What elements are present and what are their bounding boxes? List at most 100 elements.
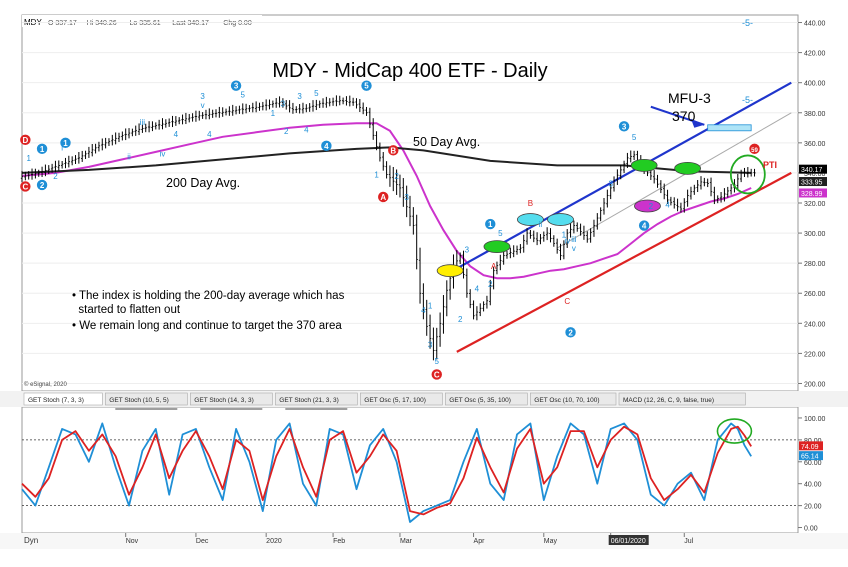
highlight-ellipse	[674, 162, 702, 175]
wave-label-red: C	[564, 297, 570, 306]
wave-label: 2	[649, 202, 654, 211]
wave-circle-label: B	[390, 146, 396, 155]
wave-circle-label: 2	[568, 328, 573, 337]
mfu-label: MFU-3	[668, 90, 711, 106]
copyright: © eSignal, 2020	[24, 381, 67, 388]
wave-circle	[230, 80, 242, 91]
wave-label: 2	[488, 280, 493, 289]
highlight-ellipse	[547, 213, 574, 226]
indicator-tabs: GET Stoch (7, 3, 3) GET Stoch (10, 5, 5) G…	[23, 392, 746, 410]
two-hundred-day-label: 200 Day Avg.	[166, 176, 240, 190]
y-tick-label: 280.00	[804, 261, 826, 268]
wave-label: 3	[404, 193, 409, 202]
wave-circle-label: A	[380, 193, 386, 202]
indicator-tab-bg	[618, 392, 746, 406]
osc-highlight-circle	[716, 418, 753, 444]
highlight-ellipse	[517, 213, 544, 226]
fifty-day-label: 50 Day Avg.	[413, 135, 480, 149]
ohlc-hi: Hi 340.26	[87, 20, 117, 27]
indicator-tab[interactable]: MACD (12, 26, C, 9, false, true)	[618, 392, 746, 406]
wave-label: 3	[297, 92, 302, 101]
ohlc-last: Last 340.17	[172, 20, 209, 27]
wave-circle-label: C	[22, 182, 28, 191]
wave-label: 3	[608, 179, 613, 188]
indicator-tab[interactable]: GET Stoch (10, 5, 5)	[105, 392, 188, 410]
wave-circle	[60, 137, 71, 149]
wave-label: 3	[281, 100, 286, 109]
wave-label: 2	[394, 172, 399, 181]
indicator-tab-label: GET Osc (5, 17, 100)	[364, 397, 426, 404]
wave-circle	[431, 369, 442, 380]
series-50-day-avg-	[21, 122, 752, 280]
wave-label: 5	[314, 89, 319, 98]
price-tag: 340.17	[801, 167, 823, 174]
target-arrow-head	[690, 118, 705, 128]
osc-value-tag-bg	[799, 441, 823, 451]
indicator-tab-bg	[23, 392, 103, 406]
wave-circle-label: 4	[324, 142, 329, 151]
x-tick-label: 2020	[266, 538, 282, 545]
wave-label: 5	[632, 133, 637, 142]
y-tick-label: 340.00	[804, 171, 826, 178]
wave-circle-label: D	[22, 136, 28, 145]
wave-circle-label: 3	[622, 122, 627, 131]
wave-label-red: B	[528, 199, 533, 208]
wave-label: 4	[421, 306, 426, 315]
wave-circle	[321, 140, 332, 152]
wave-circle-label: 5	[364, 82, 369, 91]
wave-label: ii	[539, 220, 543, 229]
wave-label: 2	[284, 127, 289, 136]
indicator-tab[interactable]: GET Osc (5, 17, 100)	[359, 392, 443, 406]
wave-label-red: A	[491, 262, 497, 271]
osc-y-tick-label: 0.00	[804, 526, 818, 533]
price-axis: 200.00 220.00 240.00 260.00 280.00 300.00 320.…	[798, 21, 827, 388]
indicator-tab[interactable]: GET Stoch (7, 3, 3)	[23, 392, 103, 406]
bullet-1: • The index is holding the 200-day avera…	[72, 290, 345, 302]
y-tick-label: 320.00	[804, 201, 826, 208]
y-tick-label: 440.00	[804, 21, 826, 28]
wave-circle	[565, 327, 576, 338]
wave-label: 4	[174, 130, 179, 139]
highlight-ellipse	[436, 264, 464, 278]
indicator-tab-label: GET Stoch (10, 5, 5)	[109, 397, 169, 404]
x-tick-label: Jul	[684, 538, 693, 545]
y-tick-label: 240.00	[804, 321, 826, 328]
highlight-circle	[729, 154, 766, 195]
price-grid	[22, 22, 798, 384]
target-band	[707, 124, 752, 132]
y-tick-label: 400.00	[804, 81, 826, 88]
wave-circle	[388, 145, 399, 156]
indicator-tab[interactable]: GET Stoch (21, 3, 3)	[274, 392, 358, 410]
wave-circle-label: 4	[642, 222, 647, 231]
wave-label: 5	[241, 91, 246, 100]
indicator-tab-bg	[105, 392, 188, 406]
price-tag-bg	[799, 177, 827, 187]
price-tag-bg	[799, 188, 827, 198]
wave-label: i	[61, 143, 63, 152]
indicator-tab-label: MACD (12, 26, C, 9, false, true)	[623, 397, 714, 404]
price-tag: 328.99	[801, 191, 823, 198]
wave-circle	[378, 191, 389, 203]
wave-circle-label: 2	[40, 181, 45, 190]
indicator-tab[interactable]: GET Osc (10, 70, 100)	[529, 392, 617, 406]
indicator-tab-bg	[274, 392, 358, 406]
osc-series-pct-d	[21, 425, 752, 516]
wave-circle-label: 1	[40, 145, 45, 154]
wave-circle	[36, 143, 48, 155]
y-tick-label: 220.00	[804, 351, 826, 358]
wave-label: iii	[140, 118, 146, 127]
indicator-tab[interactable]: GET Stoch (14, 3, 3)	[190, 392, 273, 410]
indicator-tab-label: GET Stoch (21, 3, 3)	[279, 397, 339, 404]
wave-label: iii	[571, 235, 577, 244]
indicator-tab[interactable]: GET Osc (5, 35, 100)	[444, 392, 528, 406]
wave-label: 5	[498, 229, 503, 238]
series-mid-trend-line	[556, 112, 792, 249]
y-tick-label: 420.00	[804, 51, 826, 58]
x-tick-label: Nov	[126, 538, 139, 545]
indicator-tab-label: GET Stoch (14, 3, 3)	[194, 397, 254, 404]
wave-label: v	[201, 101, 205, 110]
x-tick-label: Apr	[474, 538, 486, 545]
